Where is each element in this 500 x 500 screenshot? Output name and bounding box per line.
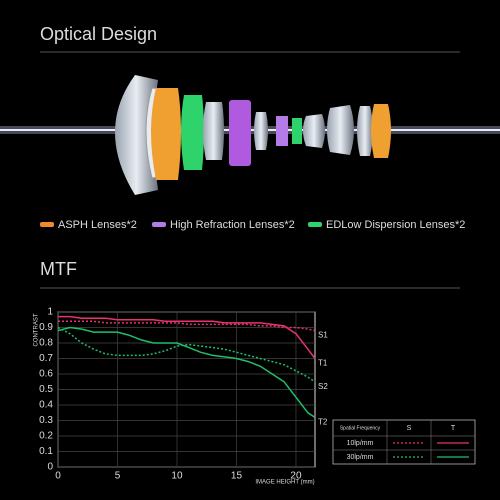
legend-swatch xyxy=(308,222,322,227)
y-tick-label: 0.8 xyxy=(39,338,53,349)
y-tick-label: 1 xyxy=(47,307,53,318)
series-label: T2 xyxy=(318,418,328,427)
table-row-label: 10lp/mm xyxy=(347,440,374,447)
legend-swatch xyxy=(152,222,166,227)
table-header: T xyxy=(451,425,456,432)
table-row-label: 30lp/mm xyxy=(347,454,374,461)
lens-diagram xyxy=(0,75,500,195)
legend-swatch xyxy=(40,222,54,227)
y-tick-label: 0.2 xyxy=(39,431,53,442)
legend-label: High Refraction Lenses*2 xyxy=(170,219,295,231)
y-axis-label: CONTRAST xyxy=(34,313,40,346)
series-line xyxy=(57,326,316,383)
y-tick-label: 0 xyxy=(47,462,53,473)
legend-label: EDLow Dispersion Lenses*2 xyxy=(326,219,465,231)
series-label: T1 xyxy=(318,359,328,368)
table-frame xyxy=(332,419,476,465)
table-header: S xyxy=(407,425,412,432)
y-tick-label: 0.9 xyxy=(39,322,53,333)
y-tick-label: 0.5 xyxy=(39,384,53,395)
table-header: Spatial Frequency xyxy=(340,425,381,431)
y-tick-label: 0.7 xyxy=(39,353,53,364)
series-line xyxy=(58,315,316,359)
y-tick-label: 0.6 xyxy=(39,369,53,380)
y-tick-label: 0.1 xyxy=(39,446,53,457)
x-tick-label: 20 xyxy=(290,471,302,482)
y-tick-label: 0.3 xyxy=(39,415,53,426)
x-tick-label: 10 xyxy=(171,471,183,482)
series-label: S2 xyxy=(318,382,328,391)
y-tick-label: 0.4 xyxy=(39,400,53,411)
x-axis-label: IMAGE HEIGHT (mm) xyxy=(255,480,314,486)
x-tick-label: 5 xyxy=(115,471,121,482)
section-title: Optical Design xyxy=(40,24,157,44)
x-tick-label: 0 xyxy=(55,471,61,482)
x-tick-label: 15 xyxy=(231,471,243,482)
series-label: S1 xyxy=(318,331,328,340)
legend-label: ASPH Lenses*2 xyxy=(58,219,137,231)
series-line xyxy=(57,326,316,419)
section-title: MTF xyxy=(40,259,77,279)
